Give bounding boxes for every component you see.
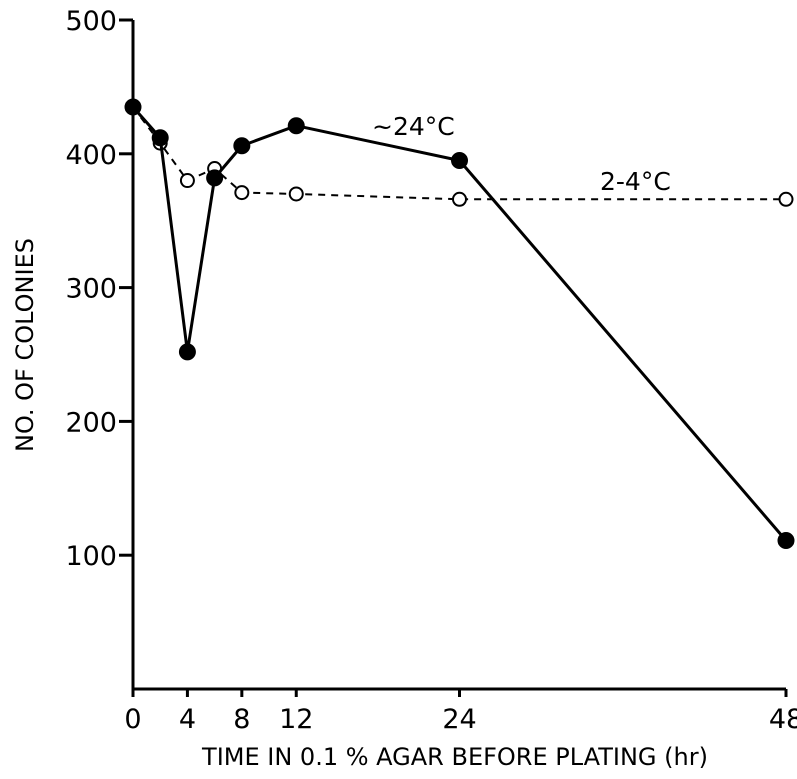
y-axis-title: NO. OF COLONIES: [11, 238, 39, 452]
x-tick-label: 8: [233, 704, 250, 735]
x-tick-label: 12: [279, 704, 313, 735]
data-point-warm: [206, 169, 224, 187]
x-axis-title: TIME IN 0.1 % AGAR BEFORE PLATING (hr): [201, 743, 708, 771]
x-tick-label: 48: [769, 704, 797, 735]
y-tick-label: 100: [65, 541, 117, 572]
series-group: [124, 98, 795, 549]
data-point-warm: [124, 98, 142, 116]
axes: [131, 20, 786, 691]
x-tick-label: 4: [179, 704, 196, 735]
series-line-warm: [131, 105, 788, 542]
x-tick-label: 24: [442, 704, 476, 735]
x-tick-label: 0: [124, 704, 141, 735]
data-point-warm: [777, 531, 795, 549]
series-label-warm: ~24°C: [372, 112, 455, 141]
data-point-warm: [451, 151, 468, 169]
data-point-cold: [778, 191, 794, 207]
data-point-warm: [151, 129, 169, 147]
data-point-cold: [452, 191, 467, 207]
y-tick-label: 400: [65, 140, 117, 171]
data-point-warm: [233, 137, 251, 155]
labels: TIME IN 0.1 % AGAR BEFORE PLATING (hr) N…: [11, 112, 708, 771]
y-tick-label: 300: [65, 274, 117, 305]
y-tick-label: 500: [65, 6, 117, 37]
data-point-warm: [178, 343, 196, 361]
data-point-warm: [287, 117, 305, 135]
series-label-cold: 2-4°C: [600, 167, 671, 196]
data-point-cold: [288, 186, 304, 202]
series-line-cold: [132, 106, 786, 201]
data-point-cold: [234, 185, 250, 201]
y-tick-label: 200: [65, 407, 117, 438]
data-point-cold: [179, 173, 195, 189]
